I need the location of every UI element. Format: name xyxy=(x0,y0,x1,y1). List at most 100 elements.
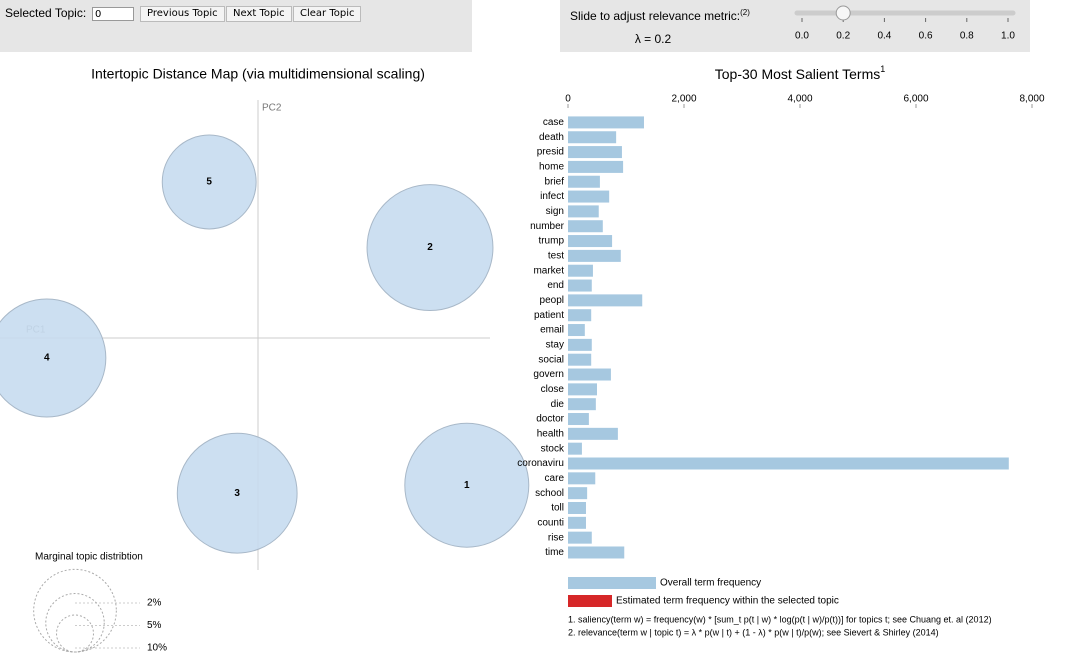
term-bar[interactable] xyxy=(568,146,622,159)
term-label: end xyxy=(547,280,564,291)
term-label: stay xyxy=(546,340,564,351)
term-bar[interactable] xyxy=(568,546,625,559)
term-bar[interactable] xyxy=(568,160,624,173)
topic-label: 2 xyxy=(427,242,433,253)
topic-input[interactable] xyxy=(92,7,134,21)
term-label: stock xyxy=(541,443,565,454)
term-bar[interactable] xyxy=(568,368,611,381)
topic-circle[interactable] xyxy=(176,432,298,554)
term-bar[interactable] xyxy=(568,279,592,292)
term-label: counti xyxy=(537,517,564,528)
topic-circle[interactable] xyxy=(161,134,257,230)
term-label: sign xyxy=(546,206,564,217)
term-bar[interactable] xyxy=(568,338,592,351)
term-label: coronaviru xyxy=(517,458,564,469)
footnote: 2. relevance(term w | topic t) = λ * p(w… xyxy=(568,627,939,637)
term-bar[interactable] xyxy=(568,516,586,529)
term-bar[interactable] xyxy=(568,249,621,262)
slider-tick-label: 0.8 xyxy=(960,31,974,42)
legend-label: Overall term frequency xyxy=(660,578,761,589)
term-label: govern xyxy=(533,369,564,380)
term-label: case xyxy=(543,117,565,128)
term-label: patient xyxy=(534,310,564,321)
x-tick-label: 2,000 xyxy=(671,94,696,105)
slider-panel xyxy=(560,0,1030,52)
term-bar[interactable] xyxy=(568,472,596,485)
size-legend-circle xyxy=(56,614,94,653)
topic-circle[interactable] xyxy=(0,298,107,418)
term-bar[interactable] xyxy=(568,487,588,500)
footnote: 1. saliency(term w) = frequency(w) * [su… xyxy=(568,614,992,624)
term-bar[interactable] xyxy=(568,116,644,129)
term-bar[interactable] xyxy=(568,235,613,248)
term-bar[interactable] xyxy=(568,220,603,233)
topic-label: 5 xyxy=(206,177,212,188)
term-bar[interactable] xyxy=(568,398,596,411)
term-label: email xyxy=(540,325,564,336)
size-legend-label: 10% xyxy=(147,643,167,654)
term-bar[interactable] xyxy=(568,294,643,307)
slider-tick-label: 0.6 xyxy=(919,31,933,42)
term-label: death xyxy=(539,132,564,143)
slider-tick-label: 0.2 xyxy=(836,31,850,42)
term-label: market xyxy=(533,265,564,276)
slider-tick-label: 0.4 xyxy=(877,31,891,42)
term-label: care xyxy=(545,473,565,484)
size-legend-title: Marginal topic distribtion xyxy=(35,552,143,563)
term-bar[interactable] xyxy=(568,442,582,455)
term-bar[interactable] xyxy=(568,457,1009,470)
size-legend-label: 5% xyxy=(147,620,162,631)
x-tick-label: 4,000 xyxy=(787,94,812,105)
prev-button[interactable]: Previous Topic xyxy=(140,6,225,22)
slider-label: Slide to adjust relevance metric:(2) xyxy=(570,8,750,23)
term-label: brief xyxy=(545,176,565,187)
legend-label: Estimated term frequency within the sele… xyxy=(616,596,839,607)
term-label: trump xyxy=(538,236,564,247)
term-bar[interactable] xyxy=(568,190,610,203)
slider-knob[interactable] xyxy=(835,5,851,21)
term-label: doctor xyxy=(536,414,564,425)
term-bar[interactable] xyxy=(568,501,586,514)
slider-sup: (2) xyxy=(740,8,750,17)
term-bar[interactable] xyxy=(568,324,585,337)
term-bar[interactable] xyxy=(568,309,592,322)
term-label: rise xyxy=(548,532,565,543)
size-legend-circle xyxy=(45,593,105,653)
term-bar[interactable] xyxy=(568,205,599,218)
term-label: health xyxy=(537,428,564,439)
term-bar[interactable] xyxy=(568,175,600,188)
term-label: infect xyxy=(540,191,564,202)
term-bar[interactable] xyxy=(568,427,618,440)
term-bar[interactable] xyxy=(568,531,592,544)
topic-circle[interactable] xyxy=(404,422,530,548)
x-tick-label: 6,000 xyxy=(903,94,928,105)
term-bar[interactable] xyxy=(568,413,589,426)
size-legend-label: 2% xyxy=(147,598,162,609)
pc2-label: PC2 xyxy=(262,103,282,114)
term-bar[interactable] xyxy=(568,353,592,366)
slider-tick-label: 1.0 xyxy=(1001,31,1015,42)
map-title: Intertopic Distance Map (via multidimens… xyxy=(91,66,425,82)
selected-label: Selected Topic: xyxy=(5,6,86,20)
bar-title: Top-30 Most Salient Terms1 xyxy=(715,64,886,81)
topic-circle[interactable] xyxy=(366,184,494,312)
next-button[interactable]: Next Topic xyxy=(226,6,292,22)
legend-swatch xyxy=(568,595,612,607)
slider-tick-label: 0.0 xyxy=(795,31,809,42)
term-label: time xyxy=(545,547,564,558)
x-tick-label: 0 xyxy=(565,94,571,105)
term-bar[interactable] xyxy=(568,131,617,144)
bar-title-text: Top-30 Most Salient Terms xyxy=(715,66,880,82)
clear-button[interactable]: Clear Topic xyxy=(293,6,362,22)
term-label: school xyxy=(535,488,564,499)
term-label: peopl xyxy=(540,295,564,306)
term-bar[interactable] xyxy=(568,264,593,277)
legend-swatch xyxy=(568,577,656,589)
term-bar[interactable] xyxy=(568,383,597,396)
term-label: close xyxy=(541,384,565,395)
term-label: die xyxy=(551,399,565,410)
topic-label: 4 xyxy=(44,353,50,364)
term-label: toll xyxy=(551,503,564,514)
topic-label: 3 xyxy=(234,488,240,499)
